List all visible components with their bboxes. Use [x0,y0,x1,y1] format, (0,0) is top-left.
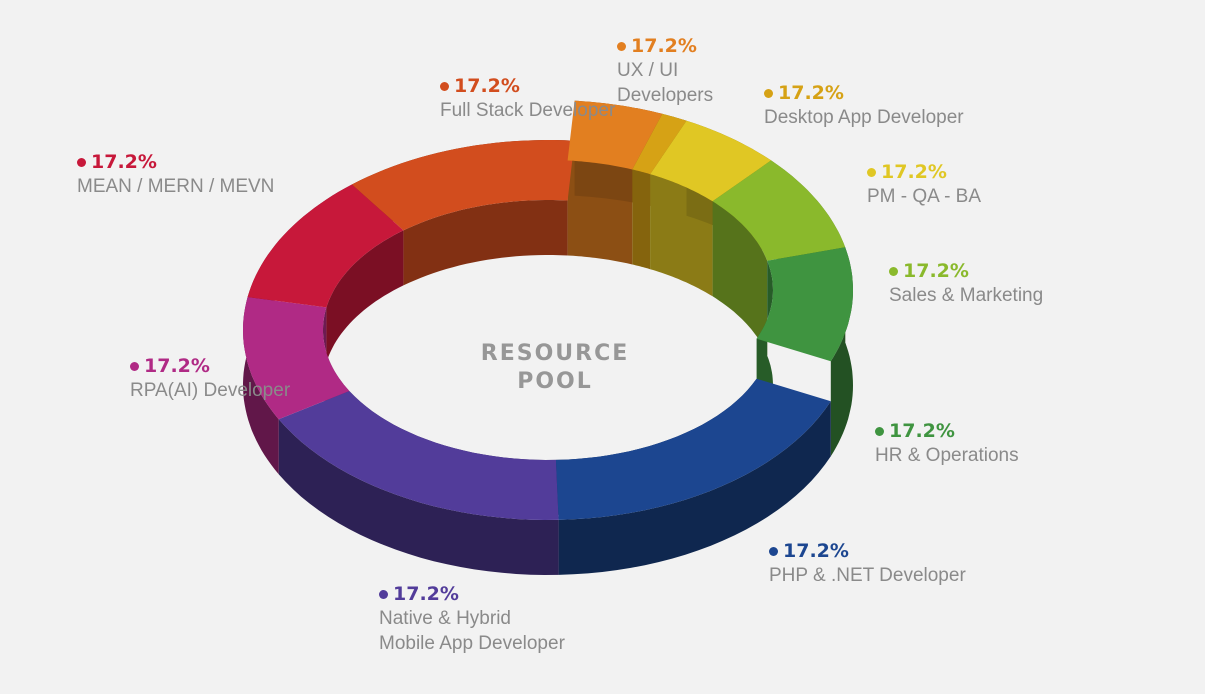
legend-dot-icon [130,361,139,371]
slice-label: 17.2% PM - QA - BA [867,160,981,209]
legend-dot-icon [889,266,898,276]
legend-dot-icon [769,546,778,556]
slice-value-label: 17.2% [77,150,274,174]
slice-top [712,160,846,261]
legend-dot-icon [867,167,876,177]
slice-outer-wall [558,401,831,575]
legend-dot-icon [440,81,449,91]
slice-label: 17.2% RPA(AI) Developer [130,354,290,403]
slice-value-label: 17.2% [769,539,966,563]
slice-category-label: Native & Hybrid Mobile App Developer [379,608,565,654]
slice-category-label: HR & Operations [875,445,1019,466]
slice-category-label: PM - QA - BA [867,186,982,207]
legend-dot-icon [77,157,86,167]
slice-value-label: 17.2% [379,582,565,606]
slice-inner-wall [712,201,768,356]
slice-value-label: 17.2% [617,34,713,58]
legend-dot-icon [379,589,388,599]
slice-label: 17.2% Desktop App Developer [764,81,964,130]
slice-top [555,378,831,520]
slice-top [243,297,350,420]
slice-label: 17.2% Full Stack Developer [440,74,615,123]
slice-top [650,120,772,202]
legend-dot-icon [875,426,884,436]
slice-top [632,113,687,175]
slice-category-label: MEAN / MERN / MEVN [77,176,275,197]
slice-inner-wall [632,169,651,270]
slice-inner-wall [326,230,404,363]
slice-category-label: Sales & Marketing [889,285,1044,306]
slice-category-label: PHP & .NET Developer [769,565,966,586]
legend-dot-icon [764,88,773,98]
slice-category-label: RPA(AI) Developer [130,380,291,401]
slice-value-label: 17.2% [889,259,1043,283]
slice-label: 17.2% Native & Hybrid Mobile App Develope… [379,582,565,656]
slice-value-label: 17.2% [440,74,615,98]
slice-category-label: Desktop App Developer [764,107,964,128]
chart-title: RESOURCE POOL [480,341,630,394]
slice-inner-wall [403,200,568,286]
slice-label: 17.2% UX / UI Developers [617,34,713,108]
slice-label: 17.2% PHP & .NET Developer [769,539,966,588]
slice-value-label: 17.2% [875,419,1019,443]
slice-value-label: 17.2% [764,81,964,105]
legend-dot-icon [617,41,626,51]
slice-value-label: 17.2% [130,354,290,378]
slice-outer-wall [243,297,279,475]
slice-label: 17.2% MEAN / MERN / MEVN [77,150,274,199]
slice-value-label: 17.2% [867,160,981,184]
slice-top [756,247,853,362]
slice-category-label: UX / UI Developers [617,60,714,106]
slice-top [247,184,404,308]
slice-top [278,391,559,520]
slice-outer-wall [278,419,559,575]
slice-top [351,140,575,231]
ring-tops [243,100,853,520]
slice-label: 17.2% HR & Operations [875,419,1019,468]
slice-category-label: Full Stack Developer [440,100,616,121]
slice-label: 17.2% Sales & Marketing [889,259,1043,308]
slice-top [567,100,663,170]
